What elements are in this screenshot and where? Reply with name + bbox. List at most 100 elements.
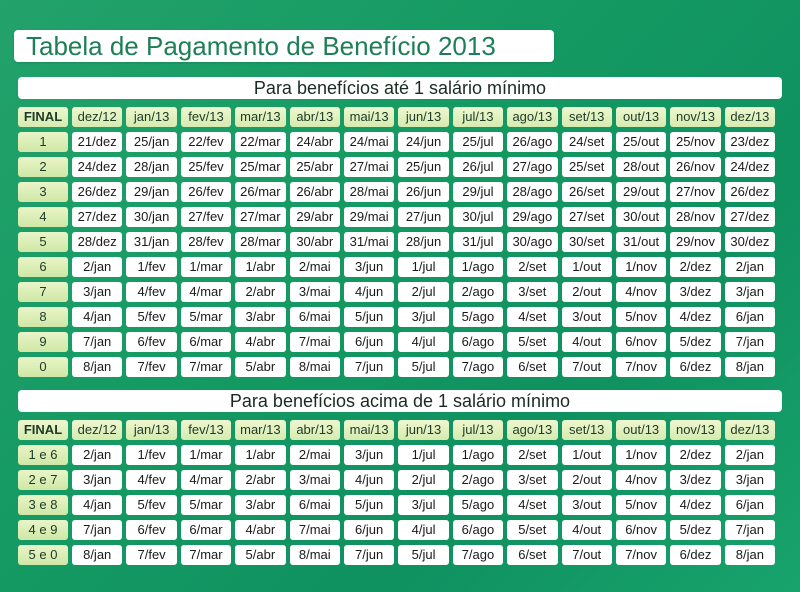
payment-date-cell: 2/jan	[72, 445, 123, 465]
payment-date-cell: 7/mai	[289, 332, 340, 352]
payment-date-cell: 4/set	[507, 495, 558, 515]
payment-table-up-to-minimum-wage: FINAL dez/12 jan/13 fev/13 mar/13 abr/13 mai/1…	[18, 107, 776, 377]
payment-date-cell: 1/fev	[126, 445, 177, 465]
payment-date-cell: 3/dez	[670, 282, 721, 302]
payment-date-cell: 6/set	[507, 357, 558, 377]
payment-date-cell: 25/jul	[452, 132, 504, 152]
payment-date-cell: 3/out	[561, 495, 612, 515]
payment-date-cell: 8/jan	[72, 357, 123, 377]
final-digit-label: 4 e 9	[18, 520, 68, 540]
payment-date-cell: 4/set	[507, 307, 558, 327]
payment-date-cell: 3/jul	[398, 307, 449, 327]
payment-date-cell: 1/out	[561, 445, 612, 465]
payment-date-cell: 29/abr	[289, 207, 340, 227]
payment-date-cell: 5/dez	[670, 520, 721, 540]
final-digit-label: 0	[18, 357, 68, 377]
payment-date-cell: 1/jul	[398, 445, 449, 465]
month-header: nov/13	[670, 420, 721, 440]
payment-date-cell: 6/jan	[724, 307, 776, 327]
payment-date-cell: 5/dez	[670, 332, 721, 352]
payment-date-cell: 3/mai	[289, 470, 340, 490]
month-header: out/13	[615, 107, 667, 127]
payment-date-cell: 26/dez	[72, 182, 123, 202]
payment-date-cell: 26/dez	[724, 182, 776, 202]
final-digit-label: 2 e 7	[18, 470, 68, 490]
payment-date-cell: 7/nov	[615, 357, 667, 377]
payment-date-cell: 1/jul	[398, 257, 449, 277]
payment-date-cell: 2/out	[561, 282, 612, 302]
payment-date-cell: 29/mai	[343, 207, 395, 227]
payment-date-cell: 4/abr	[235, 332, 286, 352]
payment-date-cell: 26/jul	[452, 157, 504, 177]
payment-date-cell: 3/abr	[235, 495, 286, 515]
final-digit-header: FINAL	[18, 107, 68, 127]
payment-date-cell: 7/jan	[724, 520, 776, 540]
payment-date-cell: 7/mar	[180, 357, 232, 377]
payment-date-cell: 27/dez	[724, 207, 776, 227]
final-digit-label: 3	[18, 182, 68, 202]
payment-date-cell: 25/jan	[126, 132, 177, 152]
payment-date-cell: 6/nov	[615, 332, 667, 352]
payment-date-cell: 26/abr	[289, 182, 340, 202]
payment-date-cell: 25/out	[615, 132, 667, 152]
payment-date-cell: 30/abr	[289, 232, 340, 252]
payment-date-cell: 2/set	[507, 445, 558, 465]
payment-date-cell: 30/dez	[724, 232, 776, 252]
payment-date-cell: 30/jan	[126, 207, 177, 227]
payment-date-cell: 26/ago	[507, 132, 558, 152]
month-header: fev/13	[180, 420, 232, 440]
month-header: dez/12	[72, 420, 123, 440]
payment-date-cell: 2/jul	[398, 282, 449, 302]
payment-date-cell: 4/jun	[343, 470, 395, 490]
payment-date-cell: 3/jan	[72, 282, 123, 302]
payment-date-cell: 28/nov	[670, 207, 721, 227]
payment-date-cell: 2/jan	[72, 257, 123, 277]
payment-date-cell: 30/jul	[452, 207, 504, 227]
payment-date-cell: 28/mar	[235, 232, 286, 252]
payment-date-cell: 7/ago	[452, 545, 504, 565]
final-digit-label: 1 e 6	[18, 445, 68, 465]
payment-date-cell: 24/jun	[398, 132, 449, 152]
month-header: mai/13	[343, 107, 395, 127]
payment-date-cell: 6/nov	[615, 520, 667, 540]
payment-date-cell: 2/dez	[670, 257, 721, 277]
payment-date-cell: 7/mar	[180, 545, 232, 565]
final-digit-label: 8	[18, 307, 68, 327]
payment-date-cell: 6/fev	[126, 332, 177, 352]
payment-date-cell: 1/nov	[615, 445, 667, 465]
payment-date-cell: 27/set	[561, 207, 612, 227]
payment-date-cell: 7/mai	[289, 520, 340, 540]
payment-date-cell: 2/dez	[670, 445, 721, 465]
payment-date-cell: 1/abr	[235, 445, 286, 465]
payment-date-cell: 8/mai	[289, 545, 340, 565]
month-header: jul/13	[452, 107, 504, 127]
payment-date-cell: 27/ago	[507, 157, 558, 177]
payment-date-cell: 5/jul	[398, 357, 449, 377]
month-header: ago/13	[507, 420, 558, 440]
payment-date-cell: 28/ago	[507, 182, 558, 202]
payment-date-cell: 30/ago	[507, 232, 558, 252]
payment-date-cell: 29/out	[615, 182, 667, 202]
payment-date-cell: 25/fev	[180, 157, 232, 177]
payment-date-cell: 1/abr	[235, 257, 286, 277]
month-header: set/13	[561, 107, 612, 127]
final-digit-label: 4	[18, 207, 68, 227]
payment-date-cell: 8/jan	[72, 545, 123, 565]
final-digit-label: 6	[18, 257, 68, 277]
month-header: nov/13	[670, 107, 721, 127]
payment-date-cell: 8/mai	[289, 357, 340, 377]
payment-date-cell: 2/abr	[235, 282, 286, 302]
payment-date-cell: 5/fev	[126, 495, 177, 515]
payment-date-cell: 7/out	[561, 357, 612, 377]
payment-date-cell: 3/dez	[670, 470, 721, 490]
payment-date-cell: 5/mar	[180, 495, 232, 515]
payment-date-cell: 7/jun	[343, 545, 395, 565]
payment-date-cell: 8/jan	[724, 357, 776, 377]
payment-date-cell: 27/mai	[343, 157, 395, 177]
payment-date-cell: 6/ago	[452, 520, 504, 540]
payment-date-cell: 31/mai	[343, 232, 395, 252]
final-digit-label: 5	[18, 232, 68, 252]
section-heading-up-to-minimum-wage: Para benefícios até 1 salário mínimo	[18, 77, 782, 99]
final-digit-label: 1	[18, 132, 68, 152]
payment-date-cell: 4/fev	[126, 470, 177, 490]
